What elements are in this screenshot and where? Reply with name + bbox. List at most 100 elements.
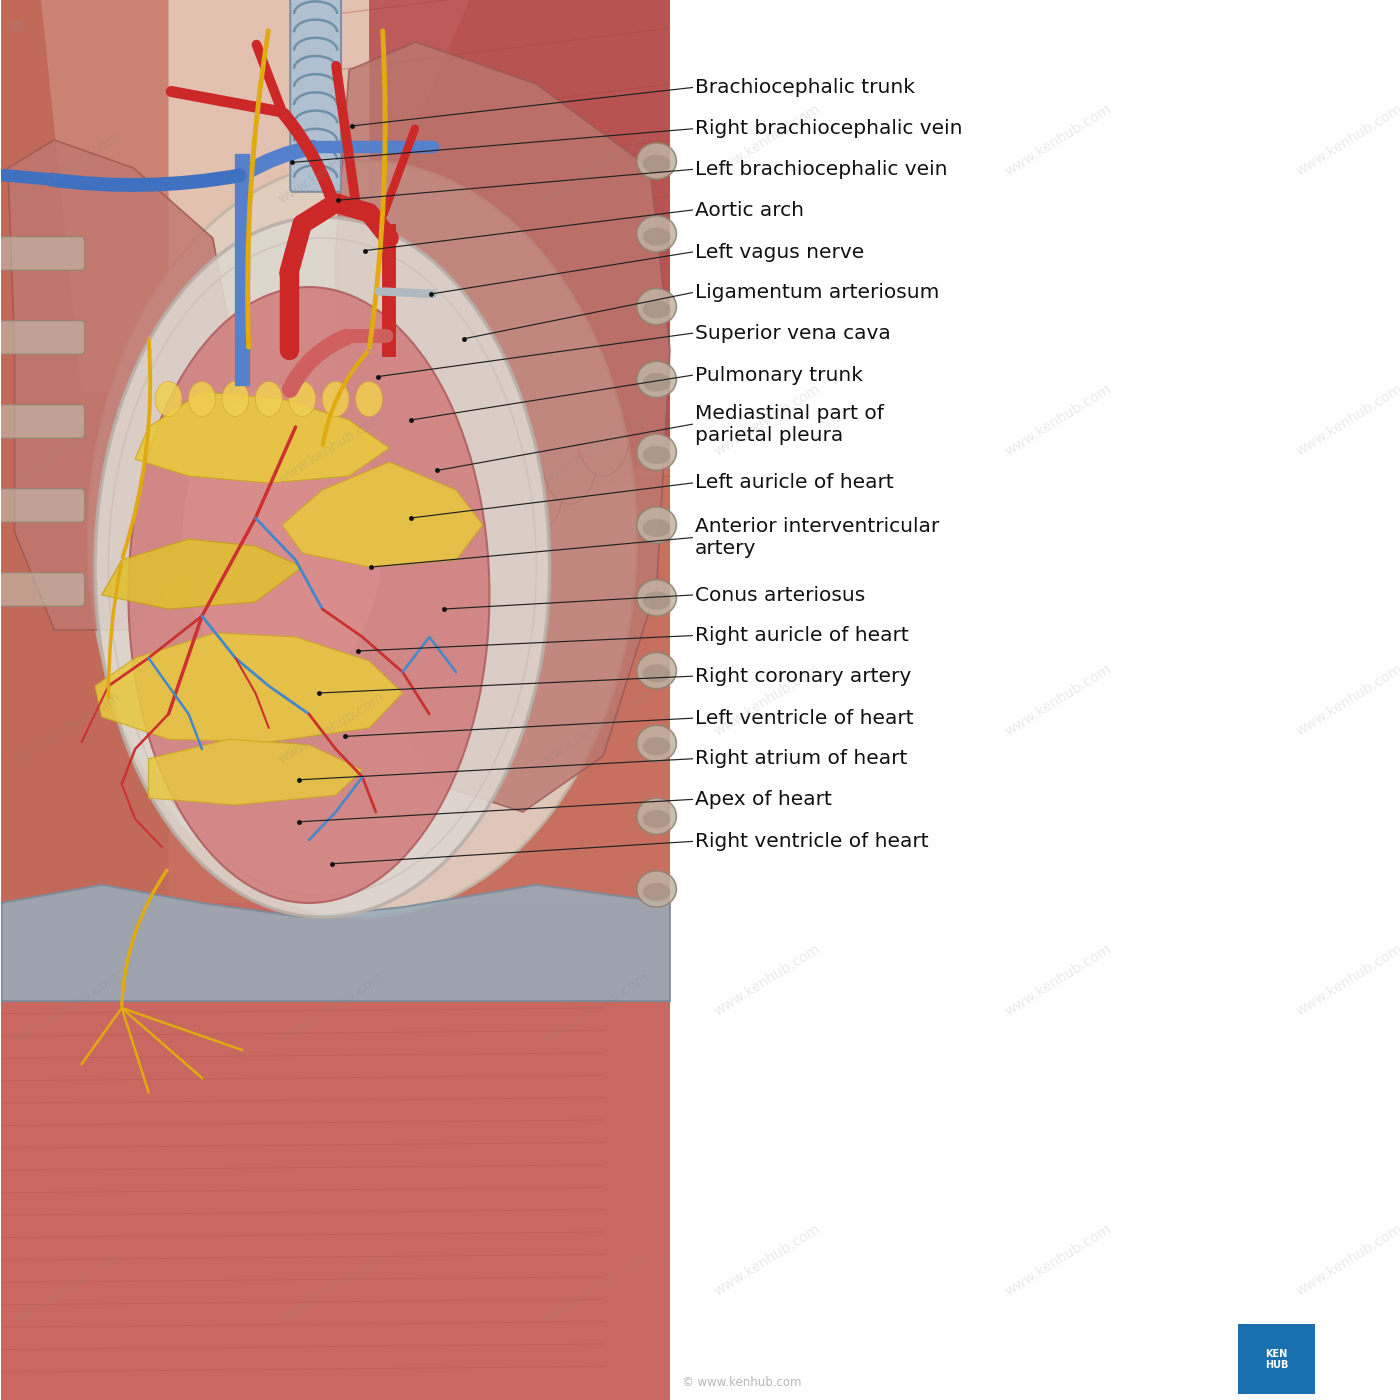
Polygon shape bbox=[1, 885, 671, 1001]
FancyBboxPatch shape bbox=[0, 237, 84, 270]
Text: www.kenhub.com: www.kenhub.com bbox=[1002, 382, 1114, 458]
FancyArrowPatch shape bbox=[284, 115, 335, 207]
Text: Brachiocephalic trunk: Brachiocephalic trunk bbox=[694, 78, 916, 97]
Text: © www.kenhub.com: © www.kenhub.com bbox=[682, 1376, 801, 1389]
Text: www.kenhub.com: www.kenhub.com bbox=[540, 1250, 651, 1326]
FancyArrowPatch shape bbox=[122, 871, 167, 1005]
Ellipse shape bbox=[637, 798, 676, 834]
Polygon shape bbox=[8, 140, 239, 630]
Text: Superior vena cava: Superior vena cava bbox=[694, 323, 890, 343]
Text: www.kenhub.com: www.kenhub.com bbox=[1294, 662, 1400, 738]
Text: www.kenhub.com: www.kenhub.com bbox=[276, 130, 388, 206]
Ellipse shape bbox=[182, 385, 382, 693]
Text: www.kenhub.com: www.kenhub.com bbox=[11, 130, 123, 206]
Text: ©: © bbox=[8, 21, 22, 35]
Polygon shape bbox=[283, 462, 483, 567]
Text: www.kenhub.com: www.kenhub.com bbox=[1002, 662, 1114, 738]
Ellipse shape bbox=[129, 287, 490, 903]
Text: www.kenhub.com: www.kenhub.com bbox=[1002, 102, 1114, 178]
Ellipse shape bbox=[637, 361, 676, 398]
Polygon shape bbox=[1, 0, 168, 980]
Ellipse shape bbox=[322, 381, 349, 417]
Text: www.kenhub.com: www.kenhub.com bbox=[713, 102, 823, 178]
FancyArrowPatch shape bbox=[171, 91, 280, 112]
Text: www.kenhub.com: www.kenhub.com bbox=[11, 690, 123, 766]
Text: Pulmonary trunk: Pulmonary trunk bbox=[694, 365, 862, 385]
FancyArrowPatch shape bbox=[108, 563, 122, 697]
Ellipse shape bbox=[637, 871, 676, 907]
Text: Right coronary artery: Right coronary artery bbox=[694, 666, 911, 686]
Text: www.kenhub.com: www.kenhub.com bbox=[713, 942, 823, 1018]
Polygon shape bbox=[336, 42, 671, 812]
Ellipse shape bbox=[643, 155, 671, 172]
FancyArrowPatch shape bbox=[4, 175, 45, 179]
Text: Mediastinal part of
parietal pleura: Mediastinal part of parietal pleura bbox=[694, 403, 883, 445]
Text: www.kenhub.com: www.kenhub.com bbox=[540, 130, 651, 206]
FancyArrowPatch shape bbox=[256, 45, 281, 109]
Ellipse shape bbox=[288, 381, 315, 417]
Ellipse shape bbox=[643, 445, 671, 463]
FancyArrowPatch shape bbox=[50, 175, 239, 185]
FancyArrowPatch shape bbox=[323, 351, 367, 445]
FancyBboxPatch shape bbox=[1238, 1324, 1315, 1394]
Text: www.kenhub.com: www.kenhub.com bbox=[11, 1250, 123, 1326]
Polygon shape bbox=[1, 0, 671, 1400]
Text: www.kenhub.com: www.kenhub.com bbox=[540, 410, 651, 486]
Ellipse shape bbox=[637, 652, 676, 689]
Text: www.kenhub.com: www.kenhub.com bbox=[713, 662, 823, 738]
Polygon shape bbox=[370, 0, 671, 560]
FancyBboxPatch shape bbox=[0, 573, 84, 606]
FancyBboxPatch shape bbox=[0, 405, 84, 438]
FancyBboxPatch shape bbox=[290, 0, 342, 192]
Ellipse shape bbox=[637, 216, 676, 252]
FancyArrowPatch shape bbox=[245, 147, 312, 174]
Text: Left vagus nerve: Left vagus nerve bbox=[694, 242, 864, 262]
Ellipse shape bbox=[643, 664, 671, 683]
Text: Conus arteriosus: Conus arteriosus bbox=[694, 585, 865, 605]
Text: www.kenhub.com: www.kenhub.com bbox=[276, 410, 388, 486]
Ellipse shape bbox=[643, 518, 671, 536]
Ellipse shape bbox=[643, 591, 671, 610]
FancyArrowPatch shape bbox=[123, 339, 150, 557]
Text: Right ventricle of heart: Right ventricle of heart bbox=[694, 832, 928, 851]
Text: www.kenhub.com: www.kenhub.com bbox=[1002, 1222, 1114, 1298]
FancyArrowPatch shape bbox=[378, 291, 433, 294]
Text: www.kenhub.com: www.kenhub.com bbox=[1294, 102, 1400, 178]
FancyBboxPatch shape bbox=[0, 321, 84, 354]
FancyBboxPatch shape bbox=[0, 489, 84, 522]
Ellipse shape bbox=[643, 374, 671, 392]
Ellipse shape bbox=[643, 736, 671, 756]
Text: www.kenhub.com: www.kenhub.com bbox=[276, 1250, 388, 1326]
Text: Right auricle of heart: Right auricle of heart bbox=[694, 626, 909, 645]
Ellipse shape bbox=[643, 809, 671, 829]
Ellipse shape bbox=[637, 434, 676, 470]
Ellipse shape bbox=[356, 381, 382, 417]
Ellipse shape bbox=[643, 228, 671, 246]
Polygon shape bbox=[41, 0, 469, 392]
FancyArrowPatch shape bbox=[370, 31, 385, 347]
Text: Left ventricle of heart: Left ventricle of heart bbox=[694, 708, 914, 728]
Ellipse shape bbox=[637, 143, 676, 179]
FancyArrowPatch shape bbox=[290, 337, 346, 389]
Polygon shape bbox=[1, 903, 671, 1400]
Polygon shape bbox=[102, 539, 302, 609]
Text: www.kenhub.com: www.kenhub.com bbox=[276, 970, 388, 1046]
Text: www.kenhub.com: www.kenhub.com bbox=[11, 410, 123, 486]
Text: Ligamentum arteriosum: Ligamentum arteriosum bbox=[694, 283, 939, 302]
Ellipse shape bbox=[637, 580, 676, 616]
Text: Apex of heart: Apex of heart bbox=[694, 790, 832, 809]
Ellipse shape bbox=[643, 883, 671, 902]
Polygon shape bbox=[136, 392, 389, 483]
FancyArrowPatch shape bbox=[336, 66, 356, 200]
Text: KEN
HUB: KEN HUB bbox=[1264, 1350, 1288, 1369]
Text: www.kenhub.com: www.kenhub.com bbox=[11, 970, 123, 1046]
Ellipse shape bbox=[155, 381, 182, 417]
Polygon shape bbox=[148, 739, 363, 805]
Ellipse shape bbox=[255, 381, 283, 417]
Text: www.kenhub.com: www.kenhub.com bbox=[276, 690, 388, 766]
Text: Left brachiocephalic vein: Left brachiocephalic vein bbox=[694, 160, 948, 179]
Text: www.kenhub.com: www.kenhub.com bbox=[1294, 1222, 1400, 1298]
Text: www.kenhub.com: www.kenhub.com bbox=[1002, 942, 1114, 1018]
Text: www.kenhub.com: www.kenhub.com bbox=[713, 1222, 823, 1298]
Ellipse shape bbox=[637, 507, 676, 543]
